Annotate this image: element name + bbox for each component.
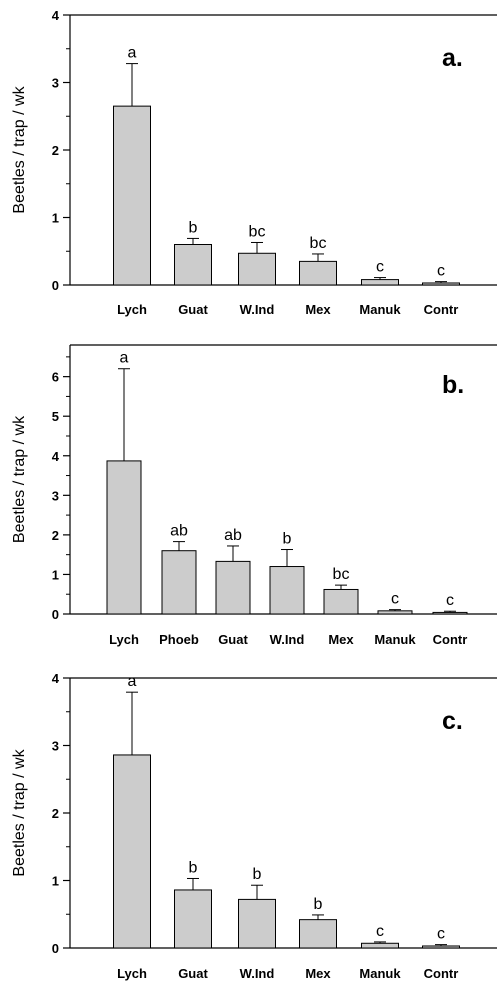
y-axis-title: Beetles / trap / wk xyxy=(11,748,28,876)
bar-mex xyxy=(299,260,337,286)
significance-letter: b xyxy=(189,859,198,876)
significance-letter: c xyxy=(376,259,384,276)
significance-letter: a xyxy=(128,45,137,62)
bar-contr xyxy=(422,945,460,949)
y-tick-label: 3 xyxy=(52,76,59,91)
y-tick-label: 2 xyxy=(52,528,59,543)
y-tick-label: 1 xyxy=(52,874,59,889)
y-tick-label: 2 xyxy=(52,143,59,158)
x-category-label: Lych xyxy=(109,632,139,647)
significance-letter: bc xyxy=(249,223,266,240)
chart-panel-1: 0 1 2 3 4 Beetles / trap / wk a Lych b Guat bc W.In… xyxy=(11,8,497,317)
bar-lych xyxy=(113,754,151,949)
y-axis-title: Beetles / trap / wk xyxy=(11,85,28,213)
chart-panel-3: 0 1 2 3 4 Beetles / trap / wk a Lych b Guat b W.Ind… xyxy=(11,671,497,981)
bar-guat xyxy=(215,560,251,615)
significance-letter: b xyxy=(253,866,262,883)
x-category-label: Mex xyxy=(305,302,331,317)
y-tick-label: 0 xyxy=(52,941,59,956)
significance-letter: c xyxy=(391,591,399,608)
bar-wind xyxy=(238,898,276,949)
bar-contr xyxy=(422,282,460,286)
significance-letter: c xyxy=(437,926,445,943)
significance-letter: b xyxy=(314,896,323,913)
panel-label: c. xyxy=(442,707,463,735)
y-tick-label: 1 xyxy=(52,567,59,582)
bar-mex xyxy=(323,588,359,615)
panel-label: a. xyxy=(442,44,463,72)
x-category-label: Mex xyxy=(305,966,331,981)
x-category-label: Manuk xyxy=(374,632,416,647)
y-tick-label: 3 xyxy=(52,739,59,754)
x-category-label: W.Ind xyxy=(270,632,305,647)
y-tick-label: 4 xyxy=(52,671,60,686)
bar-mex xyxy=(299,919,337,949)
significance-letter: bc xyxy=(333,566,350,583)
x-category-label: Guat xyxy=(178,966,208,981)
bar-manuk xyxy=(361,942,399,949)
x-category-label: Phoeb xyxy=(159,632,199,647)
significance-letter: a xyxy=(128,673,137,690)
y-tick-label: 6 xyxy=(52,370,59,385)
significance-letter: a xyxy=(120,350,129,367)
y-tick-label: 2 xyxy=(52,806,59,821)
bar-lych xyxy=(106,460,142,615)
significance-letter: c xyxy=(446,592,454,609)
y-tick-label: 4 xyxy=(52,449,60,464)
significance-letter: bc xyxy=(310,235,327,252)
bar-manuk xyxy=(377,610,413,615)
y-tick-label: 4 xyxy=(52,8,60,23)
x-category-label: Contr xyxy=(433,632,468,647)
bar-guat xyxy=(174,244,212,286)
x-category-label: Lych xyxy=(117,966,147,981)
x-category-label: Lych xyxy=(117,302,147,317)
significance-letter: b xyxy=(189,219,198,236)
y-tick-label: 3 xyxy=(52,488,59,503)
bar-manuk xyxy=(361,279,399,286)
bar-wind xyxy=(238,252,276,286)
x-category-label: W.Ind xyxy=(240,302,275,317)
y-tick-label: 5 xyxy=(52,409,59,424)
y-tick-label: 0 xyxy=(52,278,59,293)
y-axis-title: Beetles / trap / wk xyxy=(11,415,28,543)
bar-guat xyxy=(174,889,212,949)
significance-letter: b xyxy=(283,531,292,548)
x-category-label: Contr xyxy=(424,966,459,981)
x-category-label: Guat xyxy=(218,632,248,647)
bar-contr xyxy=(432,611,468,615)
significance-letter: ab xyxy=(170,523,188,540)
chart-panel-2: 0 1 2 3 4 5 6 Beetles / trap / wk a Lych ab Phoeb ab… xyxy=(11,344,497,647)
y-tick-label: 0 xyxy=(52,607,59,622)
bar-phoeb xyxy=(161,550,197,615)
significance-letter: c xyxy=(376,923,384,940)
bar-wind xyxy=(269,566,305,615)
x-category-label: W.Ind xyxy=(240,966,275,981)
x-category-label: Contr xyxy=(424,302,459,317)
bar-lych xyxy=(113,105,151,286)
significance-letter: ab xyxy=(224,527,242,544)
y-tick-label: 1 xyxy=(52,211,59,226)
x-category-label: Manuk xyxy=(359,302,401,317)
x-category-label: Manuk xyxy=(359,966,401,981)
significance-letter: c xyxy=(437,263,445,280)
x-category-label: Mex xyxy=(328,632,354,647)
x-category-label: Guat xyxy=(178,302,208,317)
panel-label: b. xyxy=(442,371,464,399)
